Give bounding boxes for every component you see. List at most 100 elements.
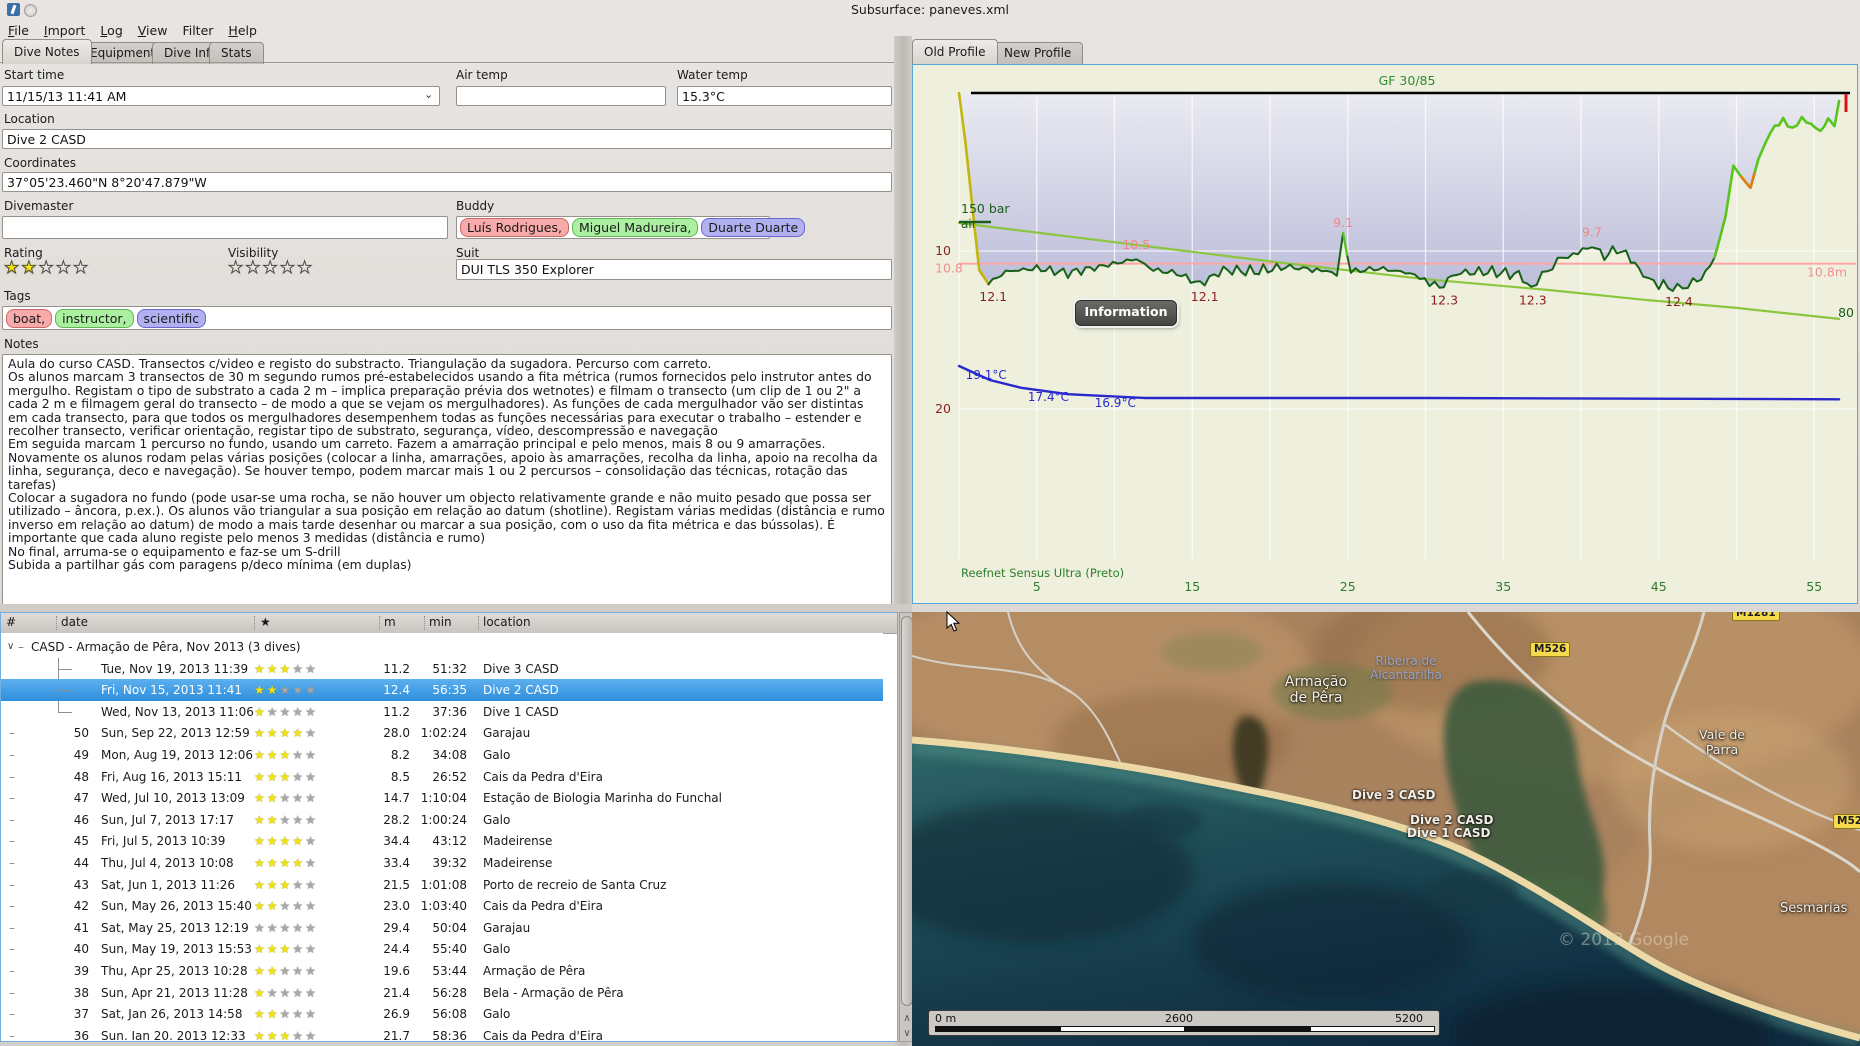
tab-old-profile[interactable]: Old Profile <box>912 39 998 64</box>
information-button[interactable]: Information <box>1075 300 1177 326</box>
tag-chip[interactable]: Luís Rodrigues, <box>460 218 569 237</box>
table-row[interactable]: –49 Mon, Aug 19, 2013 12:06 ★★★★★ 8.2 34:08 G… <box>1 744 883 766</box>
dive-depth: 26.9 <box>383 1007 410 1022</box>
table-row[interactable]: –48 Fri, Aug 16, 2013 15:11 ★★★★★ 8.5 26:52 C… <box>1 766 883 788</box>
dive-number: 43 <box>73 877 89 892</box>
column-header-5[interactable]: location <box>483 615 531 629</box>
table-row[interactable]: Tue, Nov 19, 2013 11:39 ★★★★★ 11.2 51:32 Div… <box>1 658 883 680</box>
chevron-down-icon[interactable]: ⌄ <box>424 88 434 101</box>
dive-depth: 28.2 <box>383 812 410 827</box>
dive-rating: ★★★★★ <box>254 744 318 766</box>
star-icon: ★ <box>254 748 267 762</box>
column-header-0[interactable]: # <box>6 615 17 629</box>
menu-item-log[interactable]: Log <box>100 23 123 38</box>
svg-text:35: 35 <box>1495 579 1511 594</box>
menu-item-filter[interactable]: Filter <box>182 23 214 38</box>
tab-stats[interactable]: Stats <box>209 42 264 64</box>
tag-chip[interactable]: Miguel Madureira, <box>571 218 699 237</box>
coordinates-input[interactable] <box>2 172 892 192</box>
coordinates-label: Coordinates <box>4 156 77 170</box>
column-header-4[interactable]: min <box>429 615 452 629</box>
table-row[interactable]: –42 Sun, May 26, 2013 15:40 ★★★★★ 23.0 1:03:… <box>1 895 883 917</box>
star-icon: ★ <box>254 877 267 892</box>
dive-rating: ★★★★★ <box>254 960 318 982</box>
trip-row[interactable]: ∨ – CASD - Armação de Pêra, Nov 2013 (3 … <box>1 636 883 658</box>
tab-dive-notes[interactable]: Dive Notes <box>2 39 92 64</box>
location-input[interactable] <box>2 129 892 149</box>
titlebar: Subsurface: paneves.xml <box>0 0 1860 18</box>
dive-rating: ★★★★★ <box>254 1025 318 1040</box>
table-row[interactable]: Fri, Nov 15, 2013 11:41 ★★★★★ 12.4 56:35 Div… <box>1 679 883 702</box>
rating-label: Rating <box>4 246 43 260</box>
map-marker-dive3[interactable]: Dive 3 CASD <box>1352 788 1436 802</box>
rating-stars[interactable]: ★★★★★ <box>3 258 90 279</box>
star-icon: ★ <box>266 1028 280 1040</box>
dive-location: Bela - Armação de Pêra <box>483 985 624 1000</box>
svg-text:10.8m: 10.8m <box>1807 265 1847 280</box>
divemaster-input[interactable] <box>2 216 448 239</box>
dive-duration: 55:40 <box>432 942 467 957</box>
svg-text:10: 10 <box>935 243 951 258</box>
menu-item-file[interactable]: File <box>8 23 29 38</box>
scale-segment <box>1185 1026 1310 1032</box>
table-row[interactable]: Wed, Nov 13, 2013 11:06 ★★★★★ 11.2 37:36 Div… <box>1 701 883 723</box>
tags-input[interactable]: boat, instructor, scientific <box>2 306 892 330</box>
table-row[interactable]: –41 Sat, May 25, 2013 12:19 ★★★★★ 29.4 50:04… <box>1 917 883 939</box>
svg-text:12.1: 12.1 <box>979 289 1007 304</box>
dive-depth: 14.7 <box>383 791 410 806</box>
star-icon: ★ <box>279 748 293 762</box>
tab-new-profile[interactable]: New Profile <box>992 42 1084 64</box>
star-icon: ★ <box>266 942 280 957</box>
table-row[interactable]: –43 Sat, Jun 1, 2013 11:26 ★★★★★ 21.5 1:01:0… <box>1 874 883 896</box>
table-row[interactable]: –45 Fri, Jul 5, 2013 10:39 ★★★★★ 34.4 43:12 M… <box>1 830 883 852</box>
buddy-input[interactable]: Luís Rodrigues, Miguel Madureira, Duarte D… <box>456 216 806 239</box>
map-label-sesmarias: Sesmarias <box>1780 901 1848 916</box>
menu-item-import[interactable]: Import <box>43 23 86 38</box>
app-icon <box>7 3 20 16</box>
dive-location: Galo <box>483 812 511 827</box>
tag-chip[interactable]: boat, <box>6 308 53 328</box>
table-row[interactable]: –50 Sun, Sep 22, 2013 12:59 ★★★★★ 28.0 1:02:… <box>1 722 883 744</box>
table-row[interactable]: –40 Sun, May 19, 2013 15:53 ★★★★★ 24.4 55:40… <box>1 938 883 960</box>
dive-location: Galo <box>483 1007 511 1022</box>
tag-chip[interactable]: Duarte Duarte <box>701 218 806 237</box>
star-icon: ★ <box>292 856 306 870</box>
table-row[interactable]: –36 Sun, Jan 20, 2013 12:33 ★★★★★ 21.7 58:36… <box>1 1025 883 1040</box>
column-header-2[interactable]: ★ <box>260 615 271 629</box>
menu-item-view[interactable]: View <box>137 23 168 38</box>
start-time-input[interactable] <box>2 86 440 106</box>
map-marker-dive1[interactable]: Dive 1 CASD <box>1407 826 1491 840</box>
table-row[interactable]: –44 Thu, Jul 4, 2013 10:08 ★★★★★ 33.4 39:32 M… <box>1 852 883 874</box>
dive-depth: 11.2 <box>383 704 410 719</box>
air-temp-input[interactable] <box>456 86 666 106</box>
notes-textarea[interactable]: Aula do curso CASD. Transectos c/video e… <box>2 354 892 608</box>
tag-chip[interactable]: scientific <box>136 308 207 328</box>
dive-list: ∨ – CASD - Armação de Pêra, Nov 2013 (3 … <box>1 633 883 1040</box>
dive-list-header[interactable]: # date ★ m min location <box>1 613 897 634</box>
menu-item-help[interactable]: Help <box>228 23 257 38</box>
dive-rating: ★★★★★ <box>254 1003 318 1025</box>
scroll-down-icon[interactable]: ∨ <box>903 1028 911 1039</box>
visibility-stars[interactable]: ★★★★★ <box>227 258 314 279</box>
table-row[interactable]: –37 Sat, Jan 26, 2013 14:58 ★★★★★ 26.9 56:08… <box>1 1003 883 1025</box>
suit-input[interactable] <box>456 259 892 280</box>
scroll-up-icon[interactable]: ∧ <box>903 1013 911 1024</box>
water-temp-input[interactable] <box>677 86 892 106</box>
tag-chip[interactable]: instructor, <box>55 308 134 328</box>
dive-site-map[interactable]: Armação de Pêra Ribeira de Alcantarilha Va… <box>912 612 1860 1046</box>
star-icon: ★ <box>3 258 22 279</box>
table-row[interactable]: –39 Thu, Apr 25, 2013 10:28 ★★★★★ 19.6 53:44… <box>1 960 883 982</box>
column-header-1[interactable]: date <box>61 615 89 629</box>
star-icon: ★ <box>279 856 293 870</box>
star-icon: ★ <box>227 258 246 279</box>
star-icon: ★ <box>254 661 267 676</box>
horizontal-splitter[interactable] <box>0 604 912 612</box>
table-row[interactable]: –46 Sun, Jul 7, 2013 17:17 ★★★★★ 28.2 1:00:2… <box>1 809 883 831</box>
column-header-3[interactable]: m <box>384 615 396 629</box>
collapse-icon[interactable]: ∨ <box>7 641 15 652</box>
map-marker-dive2[interactable]: Dive 2 CASD <box>1410 813 1494 827</box>
star-icon: ★ <box>266 791 280 806</box>
star-icon: ★ <box>254 985 267 1000</box>
table-row[interactable]: –38 Sun, Apr 21, 2013 11:28 ★★★★★ 21.4 56:28… <box>1 982 883 1004</box>
table-row[interactable]: –47 Wed, Jul 10, 2013 13:09 ★★★★★ 14.7 1:10:… <box>1 787 883 809</box>
